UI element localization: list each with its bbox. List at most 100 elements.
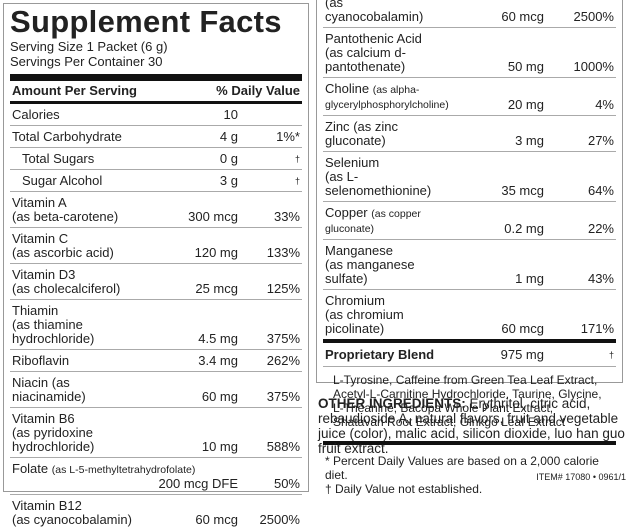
footnotes: * Percent Daily Values are based on a 2,… [323,445,616,496]
nutrient-name: Niacin [12,375,49,390]
nutrient-amount: 4.5 mg [198,331,238,346]
nutrient-amount: 200 mcg DFE [158,476,238,491]
nutrient-row: Total Sugars 0 g † [10,148,302,170]
nutrient-label: Thiamin (as thiamine hydrochloride) [12,304,138,346]
nutrient-amount: 50 mg [507,59,544,74]
nutrient-detail: (as cyanocobalamin) [12,512,132,527]
nutrient-amount: 1 mg [515,271,544,286]
title: Supplement Facts [10,4,282,39]
nutrient-label: Vitamin B6 (as pyridoxine hydrochloride) [12,412,138,454]
nutrient-row: Sugar Alcohol 3 g † [10,170,302,192]
item-number: ITEM# 17080 • 0961/1 [536,472,626,482]
nutrient-name: Selenium [325,155,380,170]
nutrient-label: Total Sugars [12,152,138,166]
nutrient-amount: 60 mcg [195,512,238,527]
nutrient-name: Folate [12,461,49,476]
page: {"left":{"title":"Supplement Facts","ser… [3,0,630,527]
blend-amount: 975 mg [500,347,544,362]
rows: Calories 10 Total Carbohydrate 4 g 1%* Total … [10,104,302,530]
nutrient-row: Folate (as L-5-methyltetrahydrofolate) 20… [10,458,302,495]
nutrient-detail: (as L-5-methyltetrahydrofolate) [51,464,196,476]
nutrient-name: Pantothenic Acid [325,31,422,46]
nutrient-label: Vitamin C (as ascorbic acid) [12,232,138,260]
nutrient-row: Chromium (as chromium picolinate) 60 mcg 1… [323,290,616,339]
nutrient-dv: 1%* [276,129,300,144]
header: Amount Per Serving % Daily Value [10,81,302,101]
nutrient-label: Niacin (as niacinamide) [12,376,138,404]
nutrient-amount: 10 mg [201,439,238,454]
nutrient-dv: 50% [273,476,300,491]
nutrient-dv: 22% [587,221,614,236]
nutrient-row: Total Carbohydrate 4 g 1%* [10,126,302,148]
nutrient-name: Vitamin B6 [12,411,75,426]
nutrient-name: Total Carbohydrate [12,129,122,144]
nutrient-detail: (as copper gluconate) [325,208,421,235]
nutrient-row: Pantothenic Acid (as calcium d-pantothen… [323,28,616,78]
other-ingredients: OTHER INGREDIENTS: Erythritol, citric ac… [318,396,630,456]
nutrient-detail: (as chromium picolinate) [325,307,404,336]
nutrient-name: Zinc [325,119,350,134]
blend-dv: † [608,350,614,360]
nutrient-name: Vitamin B12 [12,498,82,513]
nutrient-label: Total Carbohydrate [12,130,138,144]
nutrient-name: Chromium [325,293,385,308]
blend-row: Proprietary Blend 975 mg † [323,343,616,367]
nutrient-name: Calories [12,107,60,122]
nutrient-label: (as cyanocobalamin) [325,0,444,24]
nutrient-row: Riboflavin 3.4 mg 262% [10,350,302,372]
nutrient-detail: (as pyridoxine hydrochloride) [12,425,95,454]
nutrient-dv: 43% [587,271,614,286]
nutrient-name: Vitamin A [12,195,67,210]
nutrient-label: Calories [12,108,138,122]
nutrient-amount: 0 g [219,151,238,166]
nutrient-amount: 3 mg [515,133,544,148]
rule [323,441,616,445]
facts-panel-left: Supplement Facts Serving Size 1 Packet (… [3,3,309,527]
nutrient-label: Selenium (as L-selenomethionine) [325,156,444,198]
serving-size: Serving Size 1 Packet (6 g) [10,39,168,54]
nutrient-detail: (as L-selenomethionine) [325,169,432,198]
nutrient-dv: † [294,176,300,186]
nutrient-amount: 20 mg [507,97,544,112]
nutrient-name: Copper [325,205,368,220]
nutrient-name: Sugar Alcohol [22,173,103,188]
nutrient-row: Calories 10 [10,104,302,126]
nutrient-row: Vitamin B12 (as cyanocobalamin) 60 mcg 250… [10,495,302,530]
nutrient-name: Total Sugars [22,151,95,166]
nutrient-amount: 35 mcg [501,183,544,198]
header-dv: % Daily Value [216,83,300,98]
nutrient-dv: 375% [266,331,300,346]
rule [323,339,616,343]
nutrient-row: Vitamin C (as ascorbic acid) 120 mg 133% [10,228,302,264]
rule [10,74,302,81]
nutrient-amount: 60 mcg [501,321,544,336]
nutrient-amount: 0.2 mg [504,221,544,236]
nutrient-row: Copper (as copper gluconate) 0.2 mg 22% [323,202,616,240]
nutrient-label: Vitamin A (as beta-carotene) [12,196,138,224]
rows: (as cyanocobalamin) 60 mcg 2500% Pantotheni… [323,0,616,339]
nutrient-label: Choline (as alpha-glycerylphosphorylchol… [325,82,449,112]
nutrient-row: Vitamin B6 (as pyridoxine hydrochloride)… [10,408,302,458]
nutrient-row: (as cyanocobalamin) 60 mcg 2500% [323,0,616,28]
nutrient-label: Riboflavin [12,354,138,368]
nutrient-label: Vitamin B12 (as cyanocobalamin) [12,499,138,527]
nutrient-label: Copper (as copper gluconate) [325,206,444,236]
nutrient-dv: 2500% [573,9,614,24]
nutrient-row: Choline (as alpha-glycerylphosphorylchol… [323,78,616,116]
nutrient-dv: 1000% [573,59,614,74]
nutrient-dv: 64% [587,183,614,198]
nutrient-row: Selenium (as L-selenomethionine) 35 mcg 64… [323,152,616,202]
blend-name: Proprietary Blend [325,347,435,362]
blend-ingredients: L-Tyrosine, Caffeine from Green Tea Leaf… [333,373,602,429]
nutrient-name: Vitamin D3 [12,267,76,282]
nutrient-label: Folate (as L-5-methyltetrahydrofolate) [12,462,300,477]
nutrient-dv: † [294,154,300,164]
nutrient-name: Riboflavin [12,353,70,368]
nutrient-dv: 262% [266,353,300,368]
nutrient-label: Manganese (as manganese sulfate) [325,244,444,286]
nutrient-name: Vitamin C [12,231,69,246]
facts-panel-right: (as cyanocobalamin) 60 mcg 2500% Pantotheni… [316,0,623,496]
nutrient-amount: 4 g [219,129,238,144]
nutrient-name: (as cyanocobalamin) [325,0,424,24]
nutrient-detail: (as ascorbic acid) [12,245,114,260]
